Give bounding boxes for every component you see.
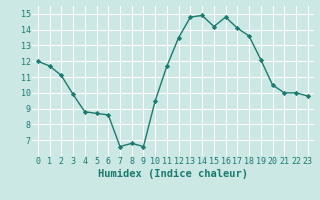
- X-axis label: Humidex (Indice chaleur): Humidex (Indice chaleur): [98, 169, 248, 179]
